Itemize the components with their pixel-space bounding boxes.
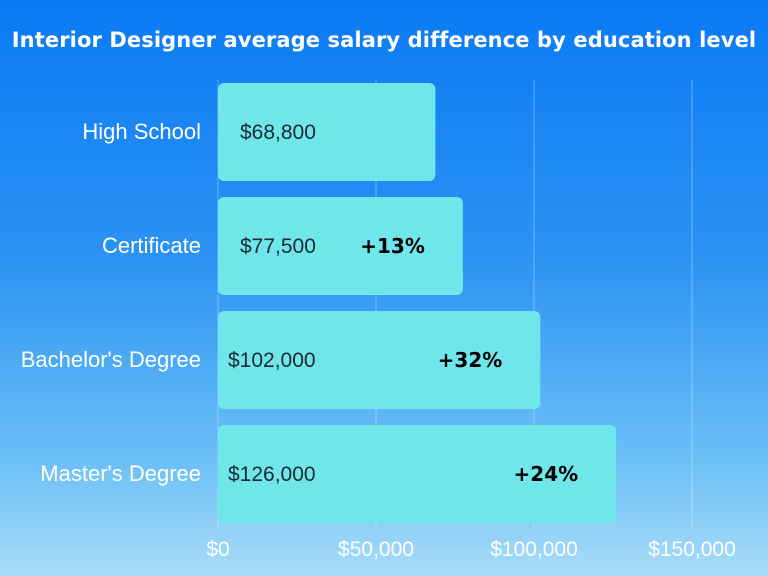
category-label: Bachelor's Degree xyxy=(21,347,201,372)
value-label: $77,500 xyxy=(240,235,316,258)
bar xyxy=(218,311,541,409)
bar xyxy=(218,83,436,181)
category-label: Certificate xyxy=(102,233,201,258)
x-tick-label: $100,000 xyxy=(490,538,578,561)
value-label: $126,000 xyxy=(228,463,316,486)
difference-label: +32% xyxy=(438,348,503,372)
bar xyxy=(218,425,617,523)
difference-label: +24% xyxy=(514,462,579,486)
x-tick-label: $150,000 xyxy=(648,538,736,561)
bar xyxy=(218,197,463,295)
x-tick-label: $0 xyxy=(206,538,229,561)
category-label: Master's Degree xyxy=(40,461,201,486)
value-label: $68,800 xyxy=(240,121,316,144)
chart-title: Interior Designer average salary differe… xyxy=(11,28,757,52)
x-tick-label: $50,000 xyxy=(338,538,414,561)
difference-label: +13% xyxy=(360,234,425,258)
value-label: $102,000 xyxy=(228,349,316,372)
category-label: High School xyxy=(82,119,201,144)
